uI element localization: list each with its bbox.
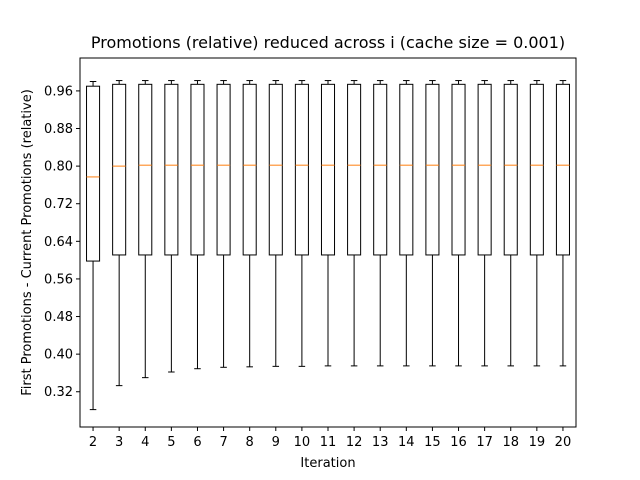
box-11: [320, 80, 336, 367]
box-body: [373, 83, 388, 256]
x-tick-label: 7: [219, 435, 227, 450]
box-body: [242, 83, 257, 256]
x-tick-label: 17: [476, 435, 493, 450]
chart-title: Promotions (relative) reduced across i (…: [91, 33, 565, 52]
x-tick-label: 20: [555, 435, 572, 450]
box-5: [164, 80, 179, 373]
y-tick-label: 0.32: [44, 385, 73, 400]
box-body: [112, 83, 127, 256]
x-tick-label: 9: [272, 435, 280, 450]
x-tick-label: 14: [398, 435, 415, 450]
box-15: [425, 80, 440, 367]
box-7: [216, 80, 231, 368]
box-body: [529, 83, 544, 256]
x-tick-label: 2: [89, 435, 97, 450]
x-tick-label: 16: [450, 435, 467, 450]
x-tick-label: 19: [529, 435, 546, 450]
box-16: [451, 80, 466, 367]
box-body: [86, 85, 101, 262]
y-tick-label: 0.80: [44, 160, 73, 175]
box-body: [320, 83, 336, 256]
y-tick-label: 0.64: [44, 235, 73, 250]
y-tick-label: 0.56: [44, 272, 73, 287]
box-18: [503, 80, 518, 367]
box-14: [399, 80, 414, 367]
box-body: [399, 83, 414, 256]
box-3: [112, 80, 127, 387]
box-body: [477, 83, 492, 256]
x-tick-label: 12: [346, 435, 363, 450]
box-body: [451, 83, 466, 256]
x-tick-label: 11: [320, 435, 337, 450]
box-19: [529, 80, 544, 367]
x-tick-label: 13: [372, 435, 389, 450]
box-13: [373, 80, 388, 367]
box-9: [268, 80, 283, 367]
box-body: [503, 83, 518, 256]
y-tick-label: 0.88: [44, 122, 73, 137]
x-tick-label: 5: [167, 435, 175, 450]
box-body: [347, 83, 362, 256]
box-body: [216, 83, 231, 256]
x-tick-label: 10: [294, 435, 311, 450]
box-body: [190, 83, 205, 256]
box-body: [425, 83, 440, 256]
box-body: [555, 83, 570, 256]
y-tick-label: 0.72: [44, 197, 73, 212]
box-body: [294, 83, 309, 256]
box-2: [86, 81, 101, 411]
x-tick-label: 3: [115, 435, 123, 450]
box-17: [477, 80, 492, 367]
box-body: [164, 83, 179, 256]
plot-area: [86, 80, 570, 411]
x-tick-label: 6: [193, 435, 201, 450]
x-tick-label: 18: [502, 435, 519, 450]
y-tick-label: 0.48: [44, 310, 73, 325]
x-tick-label: 15: [424, 435, 441, 450]
box-body: [268, 83, 283, 256]
y-tick-label: 0.96: [44, 84, 73, 99]
x-tick-label: 8: [246, 435, 254, 450]
box-6: [190, 80, 205, 370]
x-tick-label: 4: [141, 435, 149, 450]
box-10: [294, 80, 309, 367]
x-axis-label: Iteration: [300, 456, 355, 471]
y-axis: 0.32 0.40 0.48 0.56 0.64 0.72 0.80 0.88 0.96: [44, 84, 80, 400]
box-20: [555, 80, 570, 367]
box-12: [347, 80, 362, 367]
box-4: [138, 80, 153, 379]
box-8: [242, 80, 257, 368]
y-axis-label: First Promotions - Current Promotions (r…: [20, 89, 35, 396]
y-tick-label: 0.40: [44, 348, 73, 363]
x-axis: 2 3 4 5 6 7 8 9 10 11 12 13 14 15 16 17 18 19 20: [89, 427, 571, 450]
box-body: [138, 83, 153, 256]
